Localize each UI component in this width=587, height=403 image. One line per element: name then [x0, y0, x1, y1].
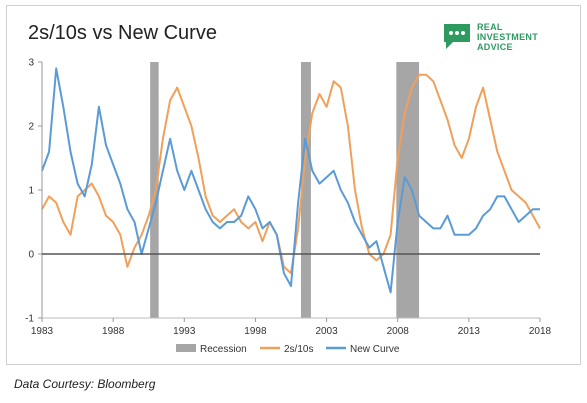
- axes: -1 0 1 2 3 1983 1988 1993 1998 2003 2008 2013 2018: [25, 58, 551, 338]
- logo-text-line-3: ADVICE: [477, 42, 513, 52]
- data-credit: Data Courtesy: Bloomberg: [14, 377, 156, 391]
- chat-bubble-icon: [444, 24, 470, 49]
- series-line-new-curve: [41, 67, 540, 294]
- logo-text-line-1: REAL: [477, 22, 503, 32]
- y-tick-label: 3: [28, 58, 34, 69]
- x-tick-label: 2008: [387, 326, 410, 337]
- legend-label: New Curve: [350, 344, 400, 355]
- legend-swatch-recession: [176, 344, 196, 352]
- series-lines: [41, 67, 541, 294]
- y-tick-label: -1: [25, 314, 34, 325]
- chart-title: 2s/10s vs New Curve: [28, 22, 217, 44]
- y-tick-label: 1: [28, 186, 34, 197]
- x-tick-label: 1998: [244, 326, 267, 337]
- brand-logo: REAL INVESTMENT ADVICE: [441, 22, 561, 58]
- legend: Recession 2s/10s New Curve: [176, 344, 400, 355]
- logo-text-line-2: INVESTMENT: [477, 32, 539, 42]
- recession-band-2: [300, 62, 311, 318]
- chart-frame: [6, 5, 581, 365]
- y-tick-label: 2: [28, 122, 34, 133]
- legend-label: Recession: [200, 344, 247, 355]
- legend-label: 2s/10s: [284, 344, 313, 355]
- recession-band-1: [150, 62, 159, 318]
- x-tick-label: 1993: [173, 326, 196, 337]
- recession-bands: [150, 62, 420, 318]
- y-tick-label: 0: [28, 250, 34, 261]
- x-tick-label: 1983: [31, 326, 54, 337]
- x-tick-label: 2003: [315, 326, 338, 337]
- x-tick-label: 2018: [529, 326, 552, 337]
- x-tick-label: 2013: [458, 326, 481, 337]
- series-line-2s-10s: [41, 73, 541, 275]
- x-tick-label: 1988: [102, 326, 125, 337]
